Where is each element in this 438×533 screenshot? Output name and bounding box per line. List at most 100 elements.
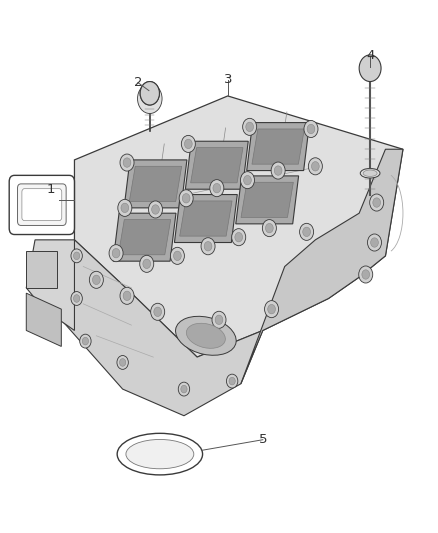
- Circle shape: [243, 118, 257, 135]
- Circle shape: [121, 203, 129, 213]
- Polygon shape: [174, 195, 237, 243]
- Circle shape: [213, 183, 221, 193]
- Circle shape: [274, 166, 282, 175]
- Circle shape: [235, 232, 243, 242]
- Circle shape: [268, 304, 276, 314]
- Circle shape: [232, 229, 246, 246]
- Circle shape: [300, 223, 314, 240]
- Circle shape: [71, 292, 82, 305]
- Ellipse shape: [117, 433, 202, 475]
- Circle shape: [170, 247, 184, 264]
- Circle shape: [120, 287, 134, 304]
- Polygon shape: [247, 123, 310, 171]
- FancyBboxPatch shape: [9, 175, 74, 235]
- Circle shape: [182, 193, 190, 203]
- Circle shape: [148, 201, 162, 218]
- Text: 4: 4: [366, 50, 374, 62]
- Circle shape: [138, 84, 162, 114]
- Circle shape: [311, 161, 319, 171]
- Circle shape: [123, 158, 131, 167]
- Ellipse shape: [363, 170, 377, 176]
- Circle shape: [140, 82, 159, 105]
- Circle shape: [179, 190, 193, 207]
- Polygon shape: [26, 251, 57, 288]
- Circle shape: [123, 291, 131, 301]
- Circle shape: [80, 334, 91, 348]
- Circle shape: [373, 198, 381, 207]
- Circle shape: [140, 255, 154, 272]
- Circle shape: [173, 251, 181, 261]
- FancyBboxPatch shape: [22, 189, 62, 221]
- Circle shape: [181, 385, 187, 393]
- Circle shape: [82, 337, 88, 345]
- Circle shape: [307, 124, 315, 134]
- Circle shape: [308, 158, 322, 175]
- Circle shape: [212, 311, 226, 328]
- Text: 3: 3: [223, 74, 232, 86]
- Polygon shape: [241, 149, 403, 384]
- Circle shape: [359, 55, 381, 82]
- Circle shape: [367, 234, 381, 251]
- Circle shape: [92, 275, 100, 285]
- Circle shape: [120, 154, 134, 171]
- Circle shape: [181, 135, 195, 152]
- Circle shape: [89, 271, 103, 288]
- Polygon shape: [113, 213, 176, 261]
- Circle shape: [371, 238, 378, 247]
- Circle shape: [226, 374, 238, 388]
- Polygon shape: [129, 166, 182, 201]
- Circle shape: [143, 259, 151, 269]
- Circle shape: [215, 315, 223, 325]
- Polygon shape: [124, 160, 187, 208]
- Circle shape: [140, 82, 159, 105]
- Polygon shape: [241, 182, 293, 217]
- Circle shape: [112, 248, 120, 258]
- Circle shape: [370, 194, 384, 211]
- Circle shape: [117, 356, 128, 369]
- Polygon shape: [252, 129, 304, 164]
- FancyBboxPatch shape: [18, 184, 66, 225]
- Polygon shape: [180, 201, 232, 236]
- Polygon shape: [191, 148, 243, 183]
- Circle shape: [359, 266, 373, 283]
- Circle shape: [120, 359, 126, 366]
- Text: 2: 2: [134, 76, 142, 89]
- Circle shape: [265, 223, 273, 233]
- Circle shape: [118, 199, 132, 216]
- Circle shape: [304, 120, 318, 138]
- Circle shape: [265, 301, 279, 318]
- Polygon shape: [74, 96, 403, 357]
- Circle shape: [244, 175, 251, 185]
- Ellipse shape: [187, 324, 225, 348]
- Circle shape: [184, 139, 192, 149]
- Circle shape: [229, 377, 235, 385]
- Ellipse shape: [176, 316, 236, 356]
- Circle shape: [362, 270, 370, 279]
- Circle shape: [154, 307, 162, 317]
- Circle shape: [201, 238, 215, 255]
- Circle shape: [246, 122, 254, 132]
- Text: 5: 5: [258, 433, 267, 446]
- Polygon shape: [61, 240, 263, 416]
- Polygon shape: [26, 293, 61, 346]
- Circle shape: [178, 382, 190, 396]
- Circle shape: [204, 241, 212, 251]
- Circle shape: [74, 295, 80, 302]
- Circle shape: [303, 227, 311, 237]
- Circle shape: [74, 252, 80, 260]
- Polygon shape: [185, 141, 248, 189]
- Ellipse shape: [126, 439, 194, 469]
- Circle shape: [152, 205, 159, 214]
- Text: 1: 1: [46, 183, 55, 196]
- Polygon shape: [118, 220, 171, 255]
- Circle shape: [71, 249, 82, 263]
- Circle shape: [109, 245, 123, 262]
- Circle shape: [271, 162, 285, 179]
- Circle shape: [210, 180, 224, 197]
- Circle shape: [151, 303, 165, 320]
- Circle shape: [240, 172, 254, 189]
- Circle shape: [262, 220, 276, 237]
- Polygon shape: [236, 176, 299, 224]
- Polygon shape: [26, 240, 74, 330]
- Ellipse shape: [360, 168, 380, 178]
